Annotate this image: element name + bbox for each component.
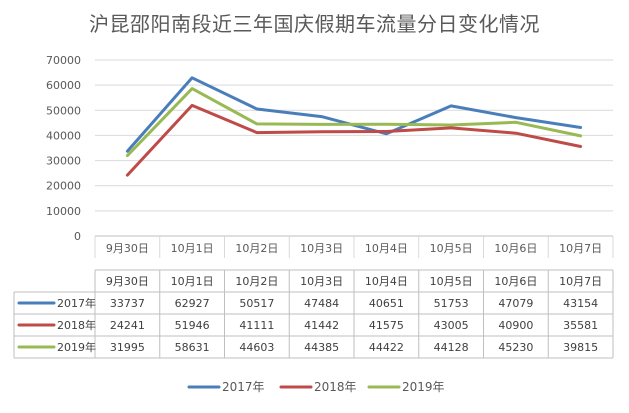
table-value-cell: 44128: [434, 341, 469, 354]
table-value-cell: 51946: [175, 319, 210, 332]
series-line: [125, 87, 583, 158]
table-value-cell: 44385: [304, 341, 339, 354]
y-tick-label: 10000: [46, 205, 81, 218]
table-value-cell: 39815: [563, 341, 598, 354]
y-tick-label: 70000: [46, 54, 81, 67]
y-tick-label: 20000: [46, 180, 81, 193]
x-tick-label: 10月6日: [494, 242, 537, 255]
table-value-cell: 43005: [434, 319, 469, 332]
table-value-cell: 40900: [498, 319, 533, 332]
legend-label: 2018年: [314, 380, 357, 394]
table-series-label: 2017年: [57, 296, 96, 310]
table-value-cell: 62927: [175, 297, 210, 310]
y-tick-label: 60000: [46, 79, 81, 92]
table-value-cell: 47079: [498, 297, 533, 310]
table-series-label: 2019年: [57, 340, 96, 354]
table-header-cell: 10月2日: [235, 275, 278, 288]
y-tick-label: 50000: [46, 104, 81, 117]
x-tick-label: 10月2日: [235, 242, 278, 255]
table-value-cell: 45230: [498, 341, 533, 354]
x-tick-label: 9月30日: [106, 242, 149, 255]
table-value-cell: 24241: [110, 319, 145, 332]
table-value-cell: 50517: [239, 297, 274, 310]
table-header-cell: 10月5日: [430, 275, 473, 288]
table-header-cell: 10月3日: [300, 275, 343, 288]
table-value-cell: 43154: [563, 297, 598, 310]
table-header-cell: 9月30日: [106, 275, 149, 288]
x-tick-label: 10月5日: [430, 242, 473, 255]
table-value-cell: 41442: [304, 319, 339, 332]
x-tick-label: 10月4日: [365, 242, 408, 255]
table-header-cell: 10月6日: [494, 275, 537, 288]
table-value-cell: 44603: [239, 341, 274, 354]
y-tick-label: 40000: [46, 129, 81, 142]
table-value-cell: 41111: [239, 319, 274, 332]
y-tick-label: 30000: [46, 155, 81, 168]
x-tick-label: 10月3日: [300, 242, 343, 255]
table-value-cell: 58631: [175, 341, 210, 354]
x-tick-label: 10月7日: [559, 242, 602, 255]
table-value-cell: 31995: [110, 341, 145, 354]
legend-label: 2019年: [402, 380, 445, 394]
table-value-cell: 33737: [110, 297, 145, 310]
table-header-cell: 10月1日: [171, 275, 214, 288]
table-value-cell: 41575: [369, 319, 404, 332]
series-line: [125, 103, 583, 177]
table-value-cell: 35581: [563, 319, 598, 332]
table-series-label: 2018年: [57, 318, 96, 332]
table-value-cell: 40651: [369, 297, 404, 310]
table-value-cell: 51753: [434, 297, 469, 310]
y-tick-label: 0: [74, 230, 81, 243]
legend-label: 2017年: [222, 380, 265, 394]
table-value-cell: 47484: [304, 297, 339, 310]
table-header-cell: 10月4日: [365, 275, 408, 288]
table-header-cell: 10月7日: [559, 275, 602, 288]
chart-title: 沪昆邵阳南段近三年国庆假期车流量分日变化情况: [89, 12, 540, 36]
x-tick-label: 10月1日: [171, 242, 214, 255]
table-value-cell: 44422: [369, 341, 404, 354]
